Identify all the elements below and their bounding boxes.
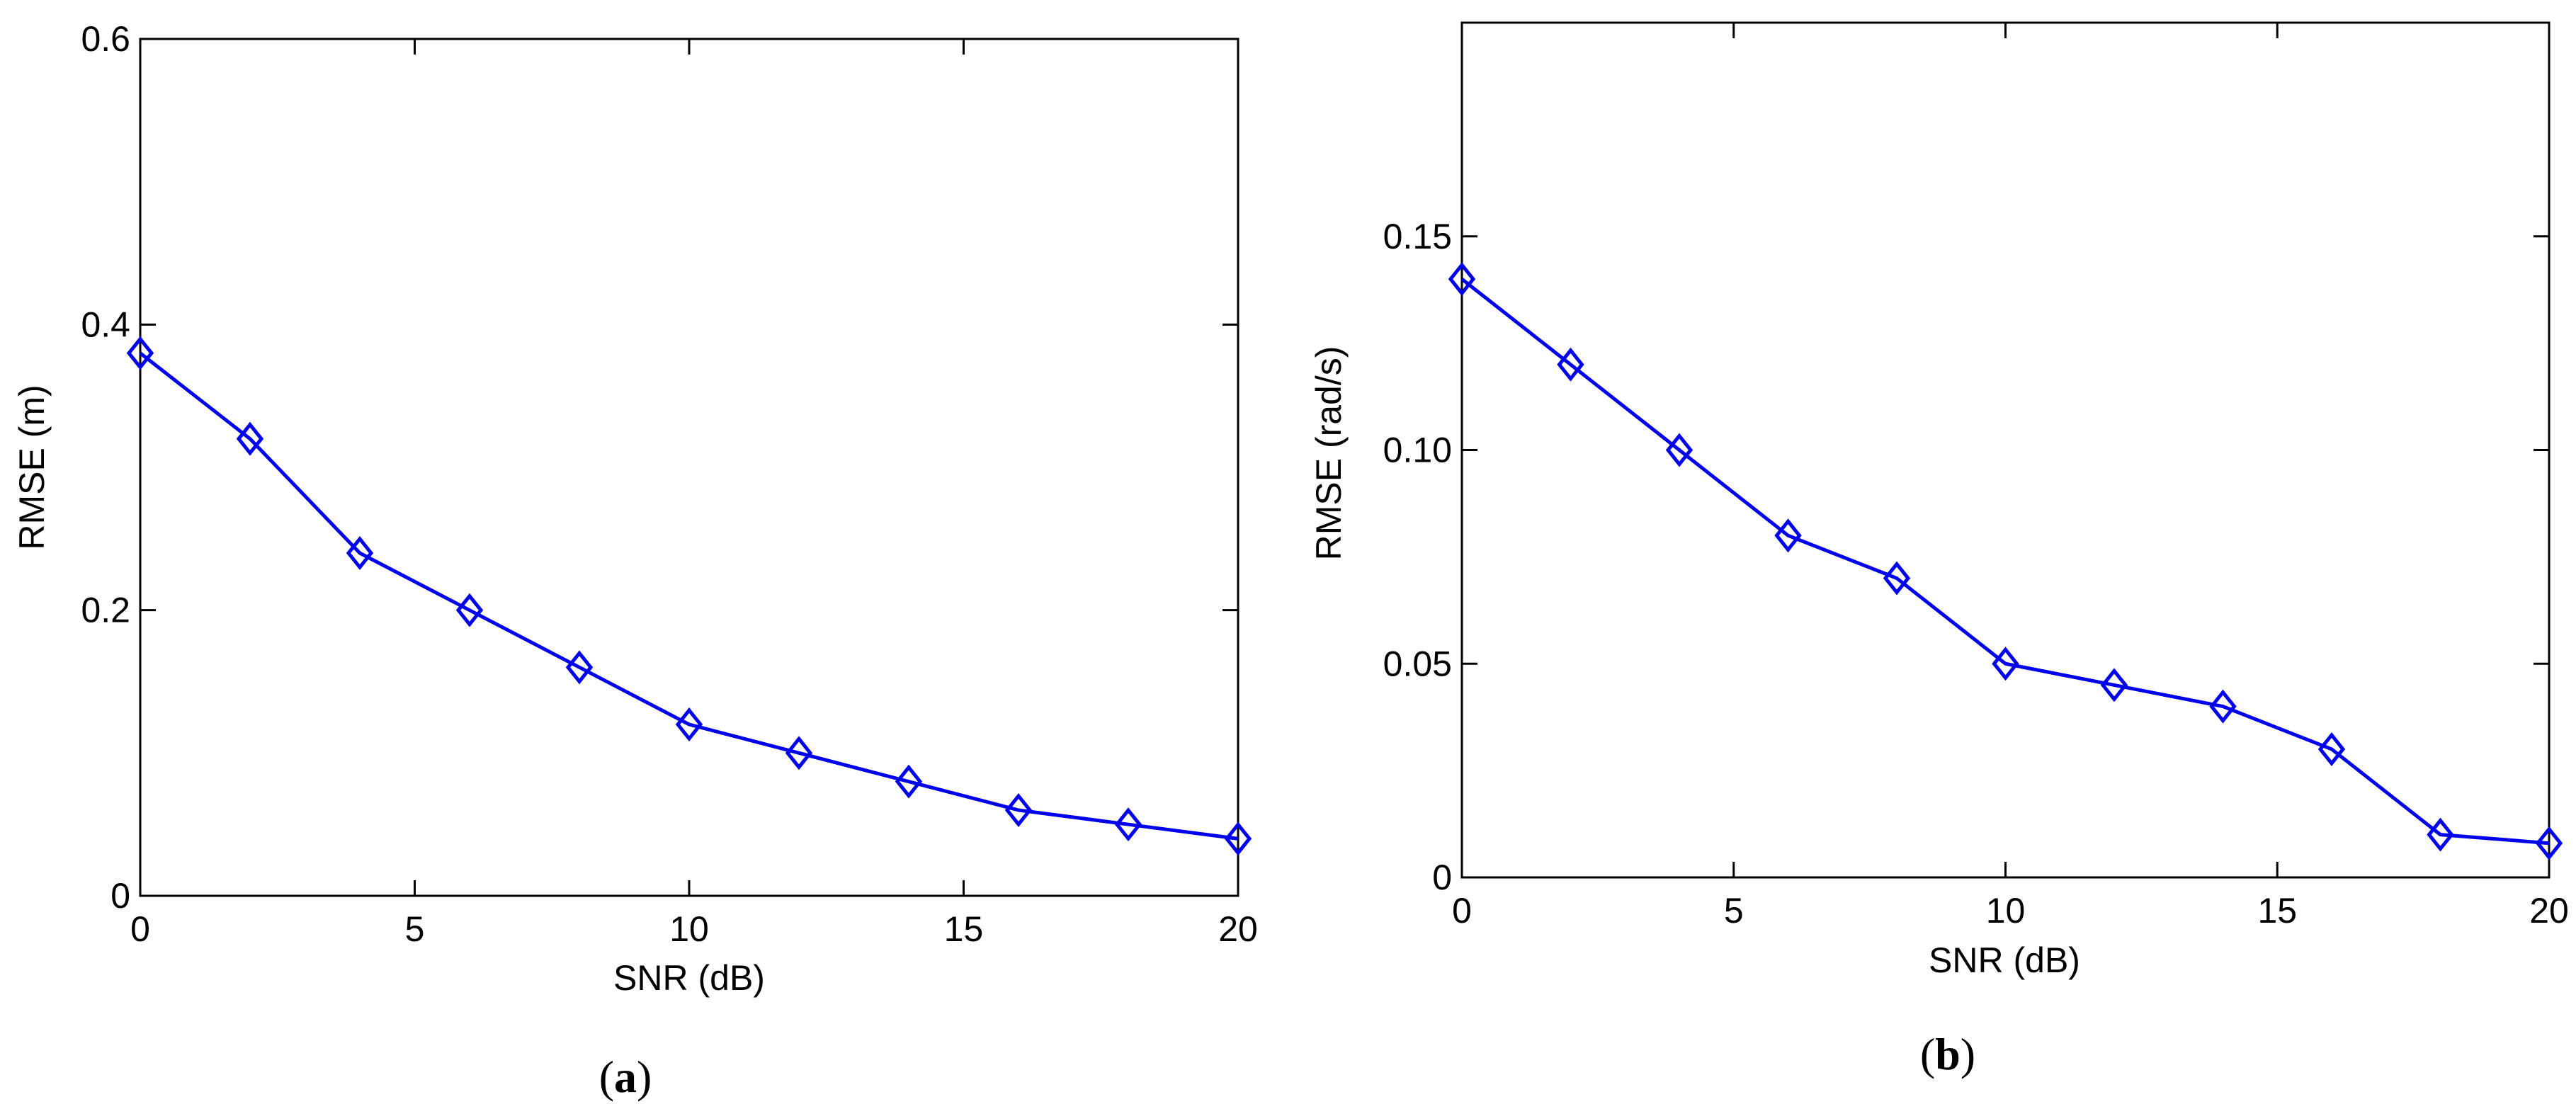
ticks-b: 0 5 10 15 20 0 0.05 0.10 0.15 (1383, 23, 2569, 931)
x-tick-label: 0 (1452, 891, 1472, 931)
x-tick-label: 20 (1218, 909, 1258, 949)
panel-a: 0 5 10 15 20 0 0.2 0.4 0.6 SNR (dB) RMSE (m) (a) (12, 19, 1258, 1102)
panel-caption-a: (a) (599, 1052, 652, 1102)
data-point-marker (675, 707, 703, 742)
x-tick-label: 20 (2529, 891, 2569, 931)
data-point-marker (236, 421, 264, 456)
x-tick-label: 5 (405, 909, 425, 949)
series-a (126, 336, 1252, 856)
y-tick-label: 0 (110, 876, 130, 916)
data-point-marker (1992, 647, 2019, 681)
data-point-marker (2427, 817, 2454, 852)
data-point-marker (1665, 433, 1693, 467)
plot-area-frame-b (1460, 21, 2551, 879)
data-point-marker (565, 650, 594, 685)
panel-caption-b: (b) (1920, 1029, 1975, 1079)
data-point-marker (2100, 668, 2128, 702)
x-axis-label-b: SNR (dB) (1929, 940, 2080, 980)
x-tick-label: 10 (669, 909, 709, 949)
y-tick-label: 0 (1432, 858, 1452, 897)
x-tick-label: 0 (130, 909, 150, 949)
data-point-marker (2209, 689, 2237, 724)
data-point-marker (1883, 561, 1911, 596)
data-point-marker (1448, 262, 1476, 297)
y-axis-label-b: RMSE (rad/s) (1309, 346, 1349, 561)
panel-letter-a: a (614, 1052, 637, 1102)
data-point-marker (1557, 347, 1584, 382)
panel-letter-b: b (1935, 1029, 1961, 1079)
data-point-marker (346, 535, 374, 571)
data-point-marker (126, 336, 154, 370)
data-point-marker (785, 736, 813, 770)
y-tick-label: 0.10 (1383, 431, 1452, 470)
y-tick-label: 0.4 (81, 305, 130, 344)
data-point-marker (2535, 826, 2563, 860)
data-point-marker (1004, 792, 1033, 828)
data-point-marker (895, 764, 923, 799)
data-point-marker (2317, 732, 2346, 766)
ticks-a: 0 5 10 15 20 0 0.2 0.4 0.6 (81, 19, 1257, 949)
series-line (1460, 278, 2550, 846)
y-tick-label: 0.6 (81, 19, 130, 59)
panel-b: 0 5 10 15 20 0 0.05 0.10 0.15 SNR (dB) RMSE (rad… (1309, 21, 2569, 1079)
series-b (1448, 262, 2563, 860)
data-point-marker (1224, 821, 1252, 856)
x-tick-label: 15 (2257, 891, 2297, 931)
x-axis-label-a: SNR (dB) (613, 958, 765, 998)
data-point-marker (455, 593, 484, 627)
data-point-marker (1774, 518, 1802, 553)
y-tick-label: 0.15 (1383, 217, 1452, 256)
y-axis-label-a: RMSE (m) (12, 385, 52, 550)
y-tick-label: 0.05 (1383, 644, 1452, 683)
x-tick-label: 15 (944, 909, 984, 949)
x-tick-label: 10 (1986, 891, 2026, 931)
plot-area-frame-a (139, 38, 1239, 897)
series-line (139, 351, 1239, 841)
x-tick-label: 5 (1724, 891, 1744, 931)
y-tick-label: 0.2 (81, 591, 130, 630)
data-point-marker (1114, 807, 1142, 842)
